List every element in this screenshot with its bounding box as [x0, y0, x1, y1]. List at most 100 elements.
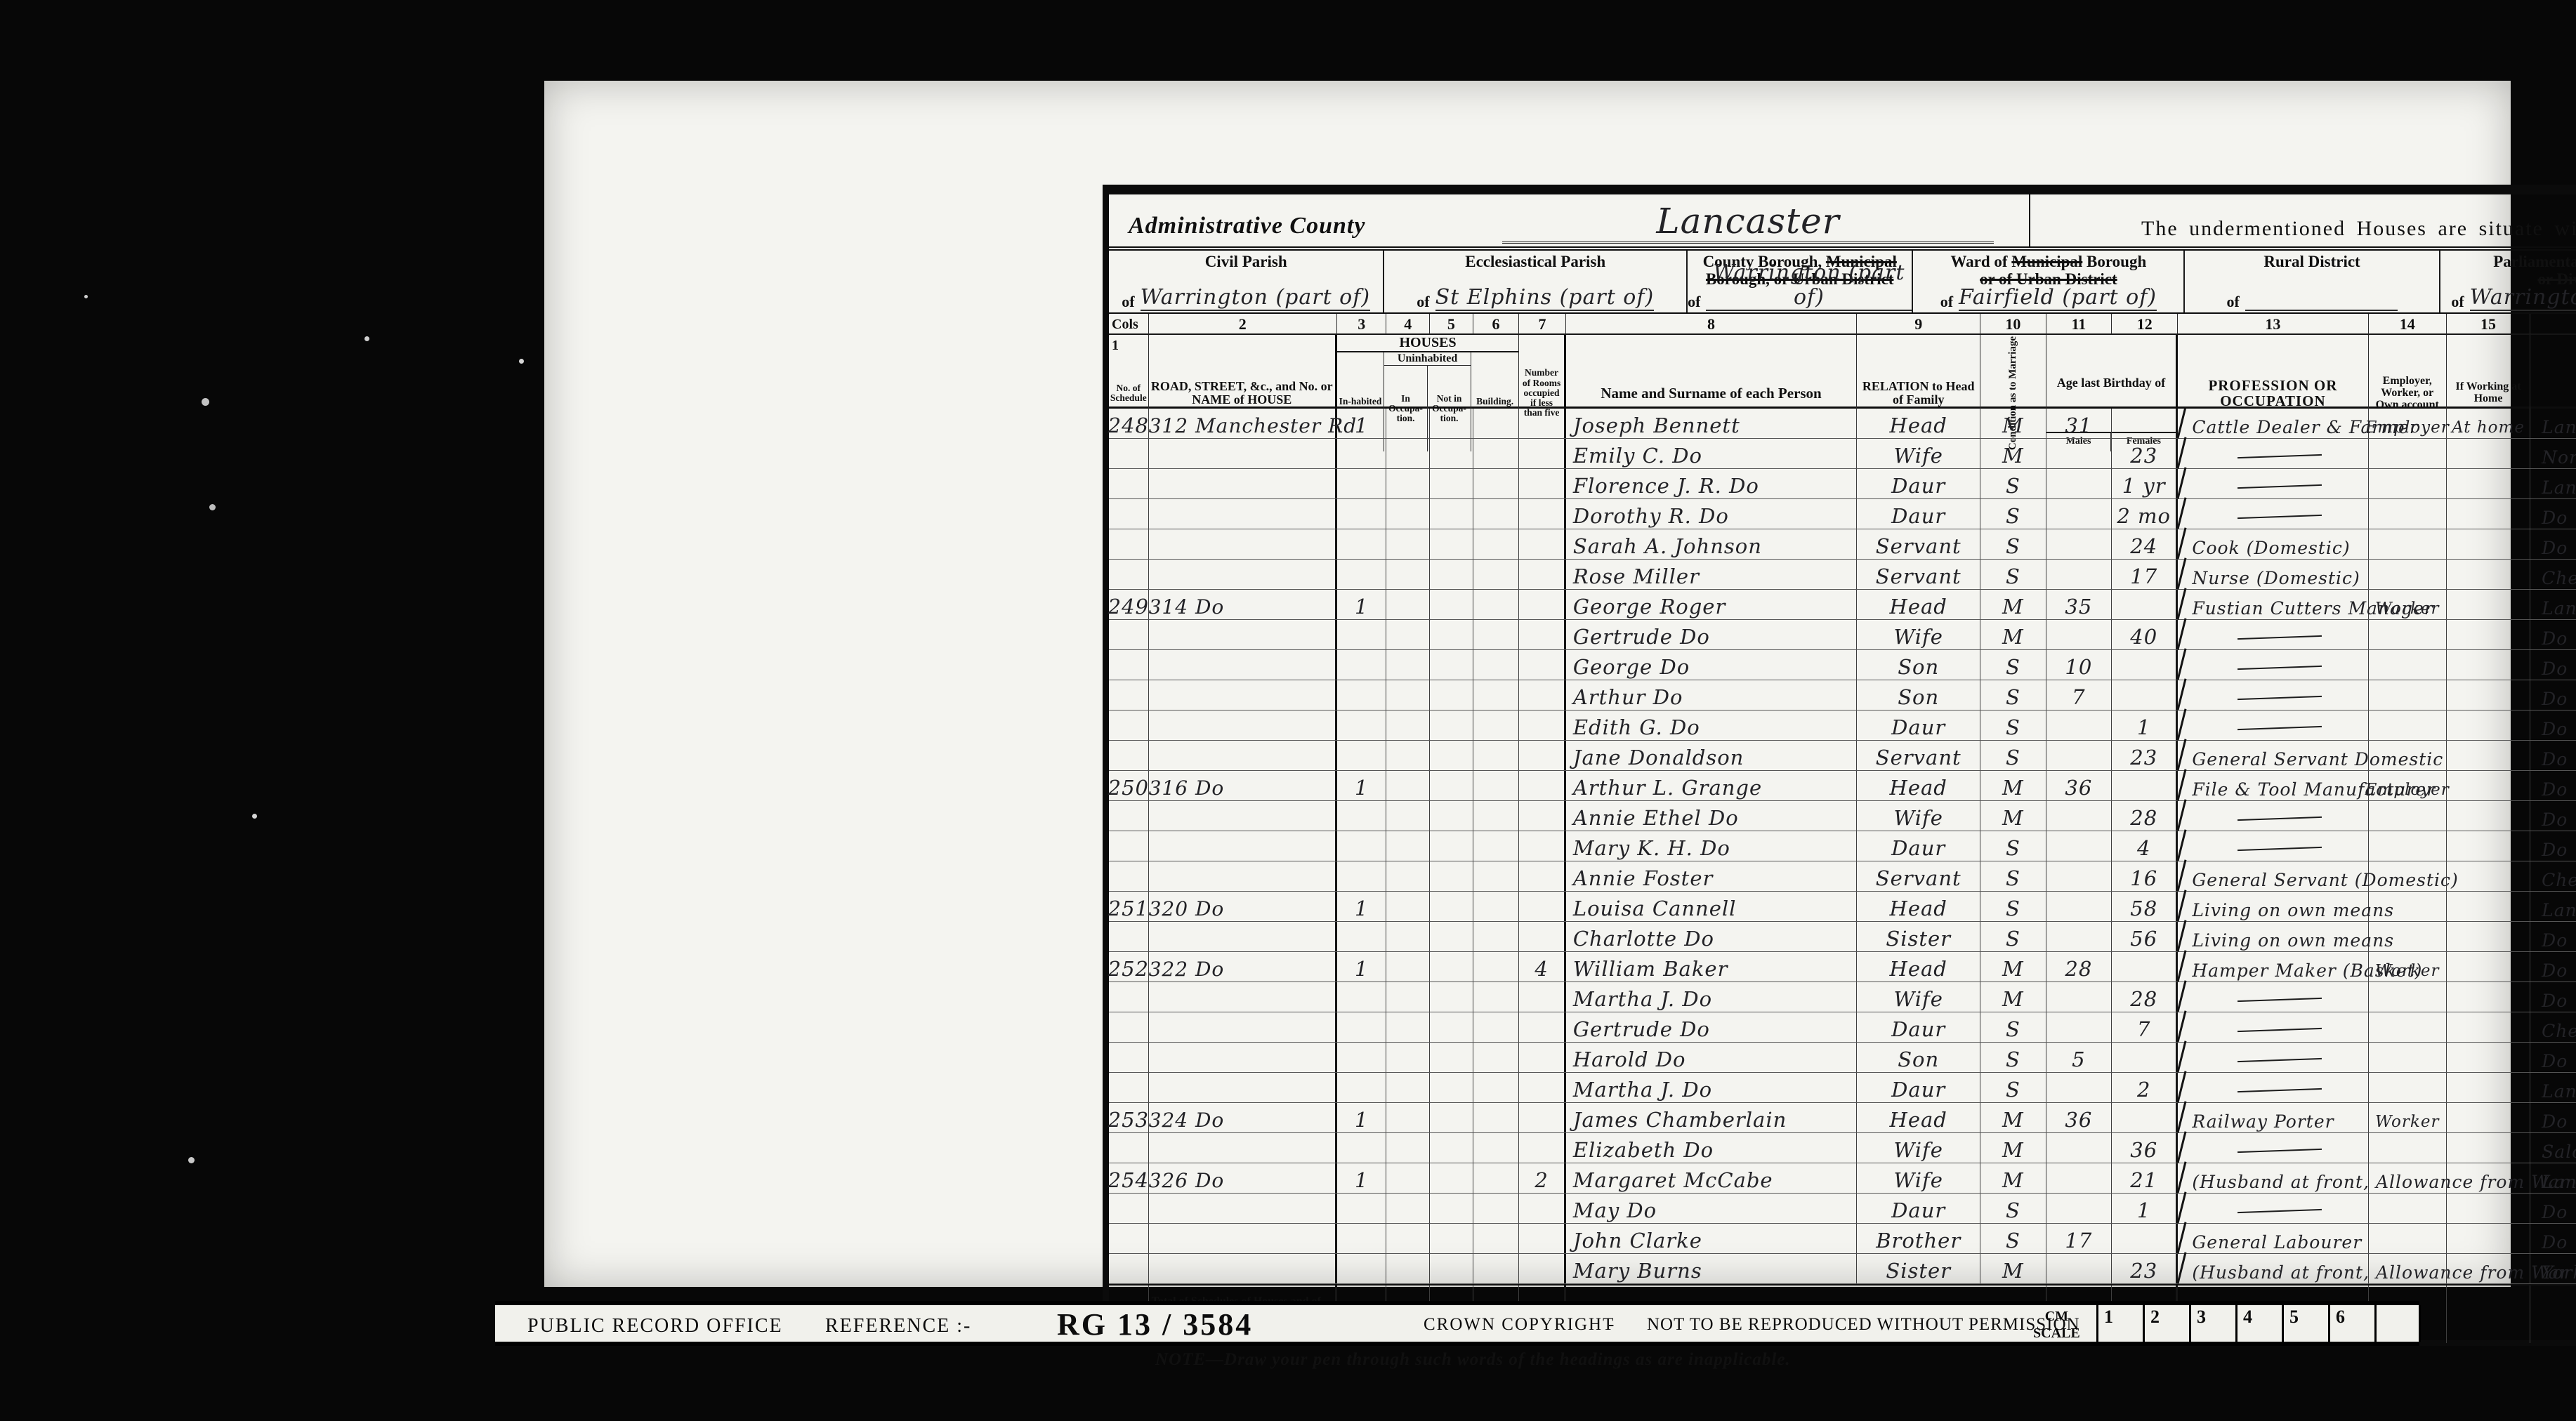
- col-header-uninhabited: Uninhabited: [1384, 352, 1471, 366]
- col-header-condition: Condition as to Marriage: [1980, 335, 2046, 452]
- census-row-22: Harold DoSonS5DoDoX: [1109, 1043, 2576, 1073]
- cell-profession: [2178, 1194, 2369, 1223]
- cell-inhabited: [1337, 1133, 1387, 1163]
- cell-address: [1149, 801, 1337, 831]
- cell-rooms: [1519, 1254, 1566, 1283]
- cell-address: 316 Do: [1149, 771, 1337, 800]
- cell-age-male: [2046, 620, 2112, 649]
- cell-schedule: [1109, 529, 1149, 559]
- census-row-17: 251 320 Do 1 Louisa Cannell Head S 58 Living on…: [1108, 892, 2576, 922]
- cell-schedule: 252: [1108, 952, 1149, 982]
- cell-inhabited: 1: [1337, 1103, 1387, 1132]
- cell-employer: Employer: [2365, 409, 2449, 438]
- cell-profession: [2178, 1043, 2369, 1072]
- cell-age-male: [2046, 710, 2112, 740]
- cell-inhabited: 1: [1337, 1163, 1387, 1193]
- cell-where-born: LancsWarrington: [2530, 892, 2576, 921]
- cell-relation: Head: [1857, 771, 1981, 800]
- cell-condition: S: [1980, 560, 2046, 589]
- cell-where-born: DoSt Helens: [2530, 1224, 2576, 1253]
- cell-where-born: NorfolkBodney: [2530, 439, 2576, 468]
- cell-where-born: CheshireBudworth: [2530, 861, 2576, 891]
- cell-age-female: 24: [2112, 529, 2179, 559]
- cell-rooms: [1519, 982, 1566, 1012]
- cell-employer: Worker: [2369, 1103, 2447, 1132]
- cell-uninhabited-in-occupation: [1386, 831, 1431, 861]
- cell-uninhabited-not-in-occupation: [1430, 1103, 1473, 1132]
- census-row-18: Charlotte Do Sister S 56 Living on own means…: [1109, 922, 2576, 952]
- administrative-county-label: Administrative County: [1129, 213, 1366, 239]
- cell-address: [1149, 922, 1337, 951]
- col-header-relation: RELATION to Head of Family: [1857, 335, 1981, 452]
- cell-uninhabited-not-in-occupation: [1430, 1043, 1473, 1072]
- cell-condition: M: [1980, 1163, 2046, 1193]
- cell-uninhabited-in-occupation: [1386, 1073, 1431, 1102]
- ruler-cell-1: 1: [2096, 1305, 2143, 1342]
- cell-working-at-home: [2447, 1073, 2531, 1102]
- cell-where-born: DoDo: [2530, 710, 2576, 740]
- cell-uninhabited-in-occupation: [1386, 1043, 1431, 1072]
- cell-schedule: [1109, 710, 1149, 740]
- col-number: 3: [1336, 314, 1387, 335]
- cell-age-male: 10: [2046, 650, 2112, 680]
- cell-uninhabited-in-occupation: [1386, 529, 1431, 559]
- cell-uninhabited-not-in-occupation: [1430, 1133, 1473, 1163]
- cell-building: [1473, 620, 1520, 649]
- cell-rooms: [1519, 409, 1566, 438]
- cell-name: Rose Miller: [1566, 560, 1858, 589]
- col-number: 8: [1565, 314, 1858, 335]
- cell-age-female: 1: [2112, 1194, 2179, 1223]
- cell-working-at-home: [2447, 469, 2531, 498]
- col-number: 2: [1148, 314, 1337, 335]
- cell-building: [1473, 409, 1520, 438]
- cell-age-male: [2046, 560, 2112, 589]
- cell-schedule: 251: [1108, 892, 1149, 921]
- cell-name: Joseph Bennett: [1566, 409, 1858, 438]
- cell-rooms: [1519, 560, 1566, 589]
- area-2: County Borough, Municipal Borough, or Urb…: [1688, 251, 1914, 312]
- area-label: Ecclesiastical Parish: [1465, 253, 1606, 270]
- col-number: 4: [1386, 314, 1431, 335]
- cell-age-female: 56: [2112, 922, 2179, 951]
- cell-building: [1473, 499, 1520, 529]
- cell-uninhabited-in-occupation: [1386, 439, 1431, 468]
- administrative-county-value: Lancaster: [1502, 201, 1994, 244]
- cell-profession: [2178, 439, 2369, 468]
- cell-rooms: [1519, 680, 1566, 710]
- cell-building: [1473, 439, 1520, 468]
- cell-age-female: 36: [2112, 1133, 2179, 1163]
- census-row-29: Mary Burns Sister M 23 (Husband at front, Al…: [1109, 1254, 2576, 1284]
- cell-where-born: DoDo: [2530, 922, 2576, 951]
- cell-address: [1149, 1073, 1337, 1102]
- cell-profession: [2178, 499, 2369, 529]
- cell-age-female: [2112, 1103, 2179, 1132]
- cell-rooms: [1519, 861, 1566, 891]
- cell-age-male: [2046, 529, 2112, 559]
- cell-age-male: 36: [2046, 771, 2112, 800]
- census-row-7: 249 314 Do 1 George Roger Head M 35 Fustian Cut…: [1108, 590, 2576, 620]
- cell-address: [1149, 1133, 1337, 1163]
- situate-line: The undermentioned Houses are situate wi…: [2141, 217, 2576, 240]
- cell-profession: (Husband at front, Allowance from War Of…: [2178, 1254, 2576, 1283]
- cell-rooms: [1519, 1073, 1566, 1102]
- cell-address: [1149, 499, 1337, 529]
- cell-age-male: 31: [2046, 409, 2112, 438]
- col-number: 10: [1980, 314, 2046, 335]
- cell-age-female: 28: [2112, 801, 2179, 831]
- cell-age-female: [2112, 1043, 2179, 1072]
- cell-address: [1149, 1194, 1337, 1223]
- cell-rooms: [1519, 620, 1566, 649]
- cell-uninhabited-in-occupation: [1386, 710, 1431, 740]
- ruler-cell-7: [2374, 1305, 2421, 1342]
- cell-address: 324 Do: [1149, 1103, 1337, 1132]
- cell-address: [1149, 680, 1337, 710]
- cell-name: George Do: [1566, 650, 1858, 680]
- cell-profession: Fustian Cutters Manager: [2178, 590, 2433, 619]
- cell-rooms: [1519, 499, 1566, 529]
- cell-working-at-home: [2447, 861, 2531, 891]
- cell-name: Jane Donaldson: [1566, 741, 1858, 770]
